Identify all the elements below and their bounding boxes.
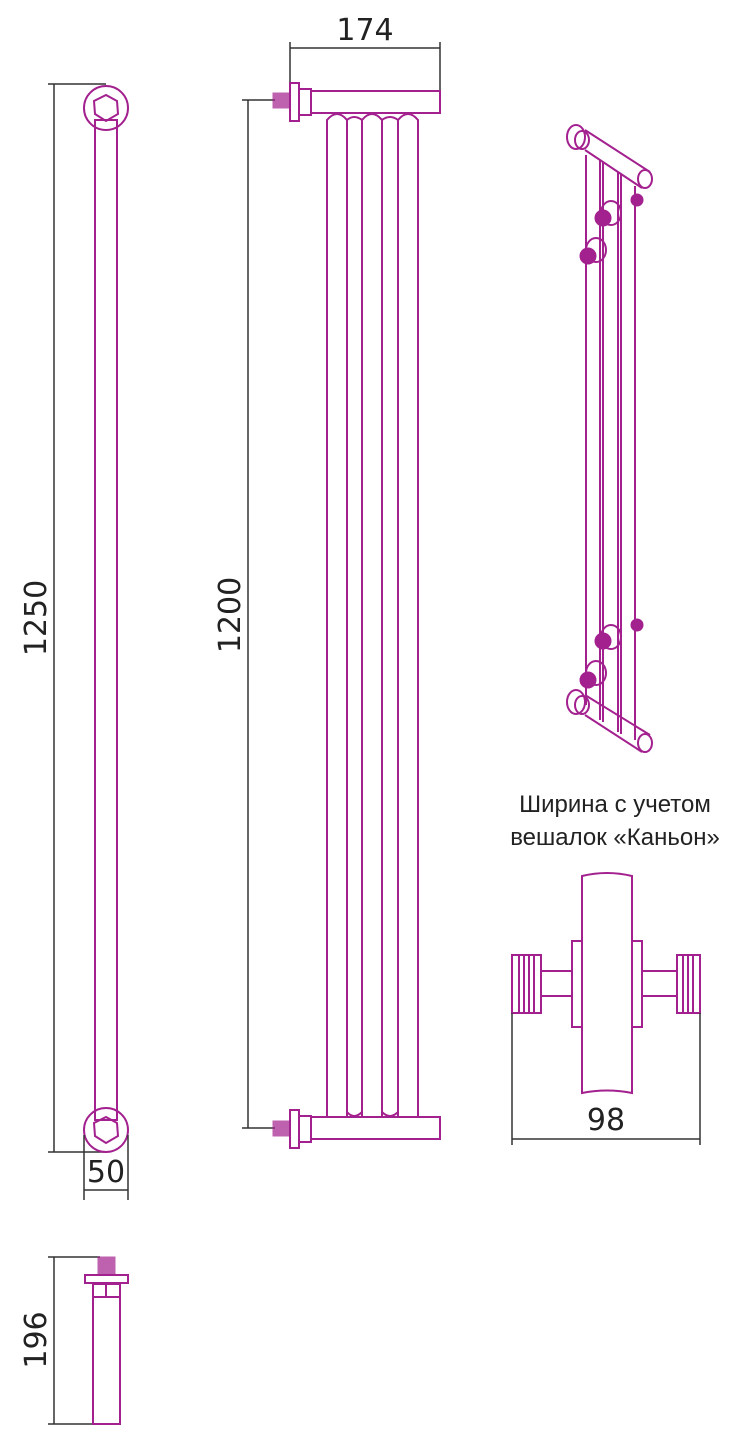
dimension-174: 174 (336, 13, 393, 48)
dimension-196: 196 (19, 1311, 54, 1368)
depth-view: 196 (19, 1256, 129, 1425)
dimension-98: 98 (587, 1103, 625, 1138)
dimension-50: 50 (87, 1155, 125, 1190)
side-view: 174 1200 (213, 13, 441, 1149)
front-view: 1250 50 (19, 83, 129, 1200)
dimension-1250: 1250 (19, 580, 54, 656)
isometric-view (566, 124, 653, 753)
caption-line-1: Ширина с учетом (519, 791, 711, 818)
hanger-detail: 98 (511, 872, 701, 1145)
dimension-1200: 1200 (213, 577, 248, 653)
caption-line-2: вешалок «Каньон» (510, 824, 720, 851)
